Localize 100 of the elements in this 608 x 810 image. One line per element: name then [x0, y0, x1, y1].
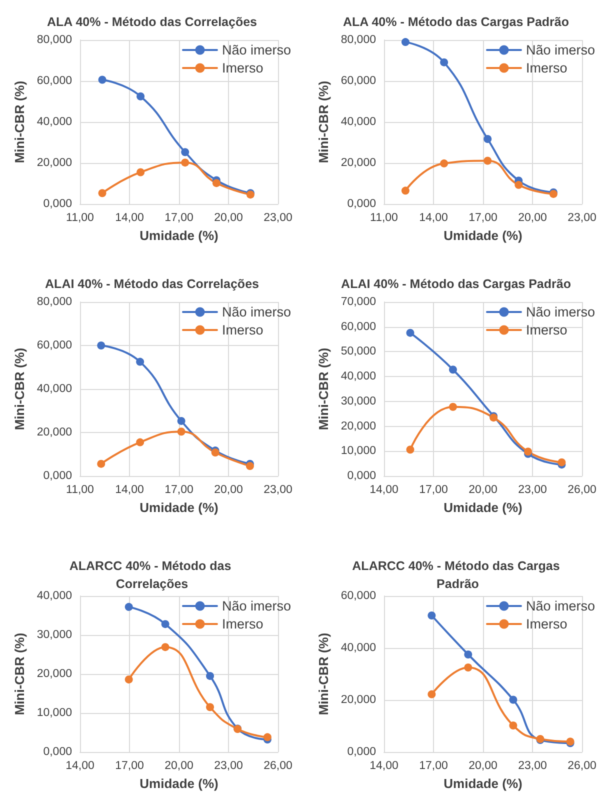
point — [484, 156, 492, 165]
y-tick-label: 10,000 — [340, 445, 376, 458]
x-tick-label: 20,00 — [468, 760, 498, 772]
point — [440, 58, 448, 66]
x-tick-label: 17,00 — [115, 760, 144, 772]
y-tick-label: 20,000 — [340, 157, 376, 169]
legend-label: Imerso — [222, 322, 264, 338]
legend-label: Não imerso — [526, 42, 596, 58]
chart-title: ALAI 40% - Método das Cargas Padrão — [341, 277, 572, 291]
point — [406, 446, 414, 454]
x-tick-label: 14,00 — [115, 212, 144, 224]
y-tick-label: 0,000 — [43, 470, 72, 482]
y-tick-label: 40,000 — [36, 590, 72, 602]
x-tick-label: 26,00 — [264, 760, 292, 772]
y-tick-label: 30,000 — [36, 629, 72, 641]
legend-label: Imerso — [222, 60, 264, 76]
point — [98, 76, 106, 84]
y-tick-label: 10,000 — [36, 707, 72, 719]
x-tick-label: 17,00 — [419, 484, 448, 496]
point — [206, 703, 214, 712]
x-tick-label: 23,00 — [264, 484, 292, 496]
point — [181, 158, 190, 167]
y-axis-title: Mini-CBR (%) — [12, 348, 27, 430]
x-tick-label: 17,00 — [164, 212, 194, 224]
x-tick-label: 23,00 — [518, 760, 547, 772]
chart-title: ALAI 40% - Método das Correlações — [45, 277, 260, 291]
x-tick-label: 14,00 — [419, 212, 448, 224]
y-tick-label: 20,000 — [36, 426, 72, 438]
point — [98, 189, 106, 198]
x-tick-label: 26,00 — [568, 484, 596, 496]
legend-label: Não imerso — [222, 598, 292, 614]
y-tick-label: 0,000 — [347, 746, 376, 758]
y-tick-label: 20,000 — [340, 694, 376, 706]
y-tick-label: 70,000 — [340, 296, 376, 308]
y-tick-label: 60,000 — [340, 75, 376, 87]
point — [181, 148, 190, 156]
y-tick-label: 0,000 — [43, 198, 72, 210]
x-tick-label: 23,00 — [568, 212, 596, 224]
point — [401, 186, 410, 195]
point — [124, 675, 133, 684]
x-tick-label: 17,00 — [468, 212, 498, 224]
y-axis-title: Mini-CBR (%) — [316, 632, 331, 716]
point — [509, 721, 518, 730]
point — [97, 460, 106, 468]
x-tick-label: 23,00 — [518, 484, 547, 496]
point — [558, 458, 566, 466]
x-axis-title: Umidade (%) — [140, 228, 218, 243]
chart-title: ALARCC 40% - Método das Cargas Padrão — [352, 559, 560, 591]
y-tick-label: 20,000 — [36, 157, 72, 169]
y-axis-title: Mini-CBR (%) — [316, 80, 331, 164]
legend-label: Imerso — [526, 322, 568, 338]
y-tick-label: 0,000 — [43, 746, 72, 758]
x-tick-label: 17,00 — [419, 760, 448, 772]
point — [177, 416, 186, 425]
point — [428, 690, 436, 698]
y-axis-title: Mini-CBR (%) — [316, 348, 331, 430]
y-tick-label: 20,000 — [340, 420, 376, 432]
point — [448, 402, 457, 411]
point — [124, 602, 133, 611]
y-tick-label: 0,000 — [347, 470, 376, 482]
point — [401, 38, 410, 46]
chart-title: ALARCC 40% - Método das Correlações — [69, 559, 235, 591]
point — [161, 620, 170, 628]
y-tick-label: 60,000 — [36, 340, 72, 352]
point — [136, 168, 145, 176]
legend-label: Imerso — [222, 616, 264, 632]
point — [464, 664, 472, 672]
point — [263, 733, 272, 742]
point — [136, 358, 144, 366]
point — [177, 428, 186, 436]
point — [97, 342, 106, 350]
point — [136, 438, 144, 446]
x-tick-label: 14,00 — [66, 760, 94, 772]
y-tick-label: 50,000 — [340, 346, 376, 358]
point — [428, 612, 436, 620]
y-tick-label: 30,000 — [340, 395, 376, 408]
x-axis-title: Umidade (%) — [140, 500, 218, 515]
point — [514, 180, 523, 189]
y-tick-label: 60,000 — [340, 590, 376, 602]
y-tick-label: 40,000 — [36, 383, 72, 395]
y-tick-label: 80,000 — [340, 34, 376, 46]
point — [136, 92, 145, 100]
legend-label: Imerso — [526, 616, 568, 632]
legend-label: Não imerso — [526, 304, 596, 320]
y-axis-title: Mini-CBR (%) — [12, 80, 27, 164]
point — [448, 366, 457, 374]
y-tick-label: 40,000 — [340, 370, 376, 383]
x-tick-label: 20,00 — [518, 212, 547, 224]
x-tick-label: 11,00 — [66, 484, 94, 496]
y-tick-label: 80,000 — [36, 34, 72, 46]
y-tick-label: 40,000 — [340, 116, 376, 128]
x-tick-label: 20,00 — [468, 484, 498, 496]
x-tick-label: 23,00 — [264, 212, 292, 224]
x-tick-label: 14,00 — [370, 484, 398, 496]
x-tick-label: 11,00 — [66, 212, 94, 224]
legend-label: Não imerso — [222, 42, 292, 58]
point — [206, 672, 214, 680]
x-tick-label: 20,00 — [164, 760, 194, 772]
x-tick-label: 11,00 — [370, 212, 398, 224]
chart-title: ALA 40% - Método das Correlações — [46, 15, 258, 29]
